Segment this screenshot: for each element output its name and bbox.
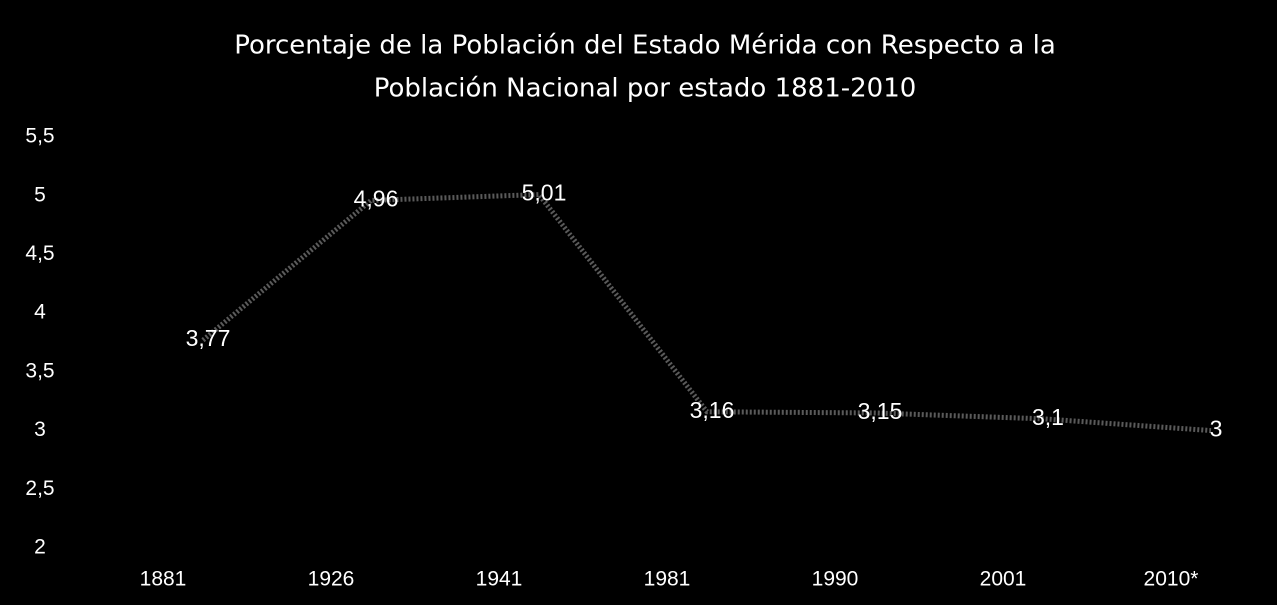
x-tick-label: 2001 [980,568,1027,591]
data-label: 3,16 [690,397,735,423]
x-tick-label: 1881 [140,568,187,591]
chart-title: Porcentaje de la Población del Estado Mé… [234,31,1056,61]
data-label: 4,96 [354,185,399,211]
data-line [201,191,1212,434]
y-tick-label: 3 [34,418,46,441]
x-tick-label: 2010* [1144,568,1199,591]
x-tick-label: 1981 [644,568,691,591]
y-tick-label: 4,5 [25,242,54,265]
data-label: 3,15 [858,398,903,424]
data-label: 5,01 [522,180,567,206]
x-tick-label: 1941 [476,568,523,591]
y-tick-label: 3,5 [25,359,54,382]
x-tick-label: 1990 [812,568,859,591]
y-tick-label: 5,5 [25,125,54,148]
chart-title: Población Nacional por estado 1881-2010 [374,74,917,104]
y-tick-label: 4 [34,301,46,324]
data-label: 3 [1210,416,1223,442]
data-label: 3,77 [186,325,231,351]
x-tick-label: 1926 [308,568,355,591]
data-label: 3,1 [1032,404,1064,430]
y-tick-label: 2 [34,536,46,559]
y-tick-label: 2,5 [25,477,54,500]
y-tick-label: 5 [34,183,46,206]
